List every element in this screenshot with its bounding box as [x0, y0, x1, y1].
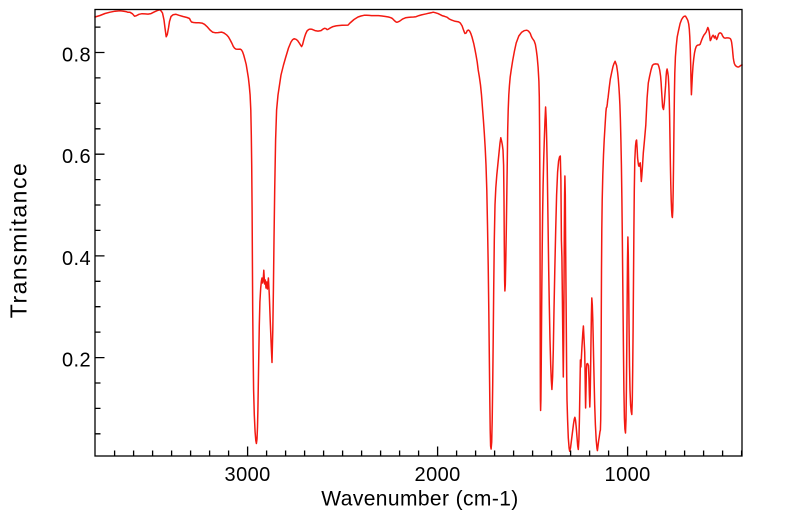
svg-text:1000: 1000 — [605, 464, 651, 486]
svg-text:0.8: 0.8 — [62, 45, 91, 67]
svg-text:0.2: 0.2 — [62, 350, 91, 372]
svg-text:Transmitance: Transmitance — [6, 162, 32, 318]
svg-text:3000: 3000 — [225, 464, 271, 486]
svg-text:0.4: 0.4 — [62, 248, 91, 270]
svg-text:2000: 2000 — [415, 464, 461, 486]
svg-text:Wavenumber (cm-1): Wavenumber (cm-1) — [321, 488, 518, 511]
svg-text:0.6: 0.6 — [62, 146, 91, 168]
